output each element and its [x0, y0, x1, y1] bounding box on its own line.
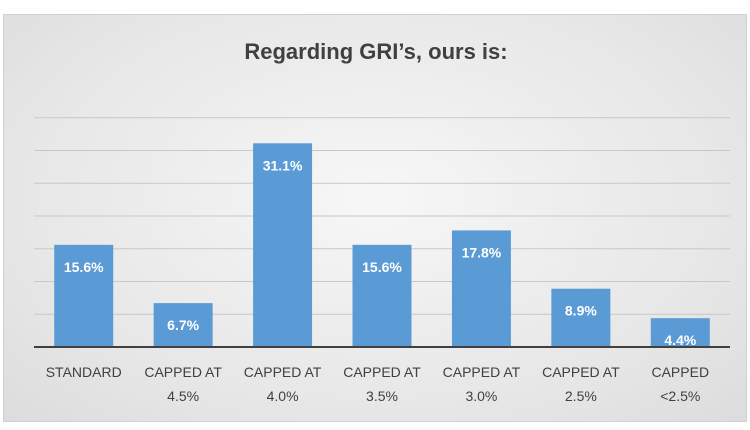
- category-label: CAPPED: [651, 364, 709, 380]
- bar: [551, 288, 611, 347]
- bar: [451, 230, 511, 347]
- data-label: 4.4%: [664, 332, 696, 348]
- category-label: CAPPED AT: [443, 364, 521, 380]
- bar-chart: Regarding GRI’s, ours is: 15.6% 6.7% 31.1%…: [34, 39, 730, 404]
- category-label: <2.5%: [660, 388, 700, 404]
- category-label: 3.5%: [366, 388, 398, 404]
- bar: [650, 318, 710, 347]
- category-label: CAPPED AT: [542, 364, 620, 380]
- chart-frame: Regarding GRI’s, ours is: 15.6% 6.7% 31.1%…: [3, 14, 747, 422]
- category-label: 4.0%: [267, 388, 299, 404]
- category-label: 3.0%: [465, 388, 497, 404]
- bar: [54, 244, 114, 347]
- bars: [54, 143, 710, 347]
- data-label: 6.7%: [167, 317, 199, 333]
- data-label: 15.6%: [64, 259, 104, 275]
- bar: [153, 303, 213, 347]
- category-label: CAPPED AT: [244, 364, 322, 380]
- category-labels: STANDARD CAPPED AT 4.5% CAPPED AT 4.0% CAPPED…: [46, 364, 709, 404]
- category-label: CAPPED AT: [343, 364, 421, 380]
- data-label: 17.8%: [462, 244, 502, 260]
- data-label: 31.1%: [263, 157, 303, 173]
- data-labels: 15.6% 6.7% 31.1% 15.6% 17.8% 8.9% 4.4%: [64, 157, 697, 348]
- category-label: STANDARD: [46, 364, 122, 380]
- category-label: CAPPED AT: [144, 364, 222, 380]
- bar: [352, 244, 412, 347]
- bar: [253, 143, 313, 347]
- category-label: 4.5%: [167, 388, 199, 404]
- data-label: 15.6%: [362, 259, 402, 275]
- data-label: 8.9%: [565, 303, 597, 319]
- category-label: 2.5%: [565, 388, 597, 404]
- chart-title: Regarding GRI’s, ours is:: [244, 39, 507, 64]
